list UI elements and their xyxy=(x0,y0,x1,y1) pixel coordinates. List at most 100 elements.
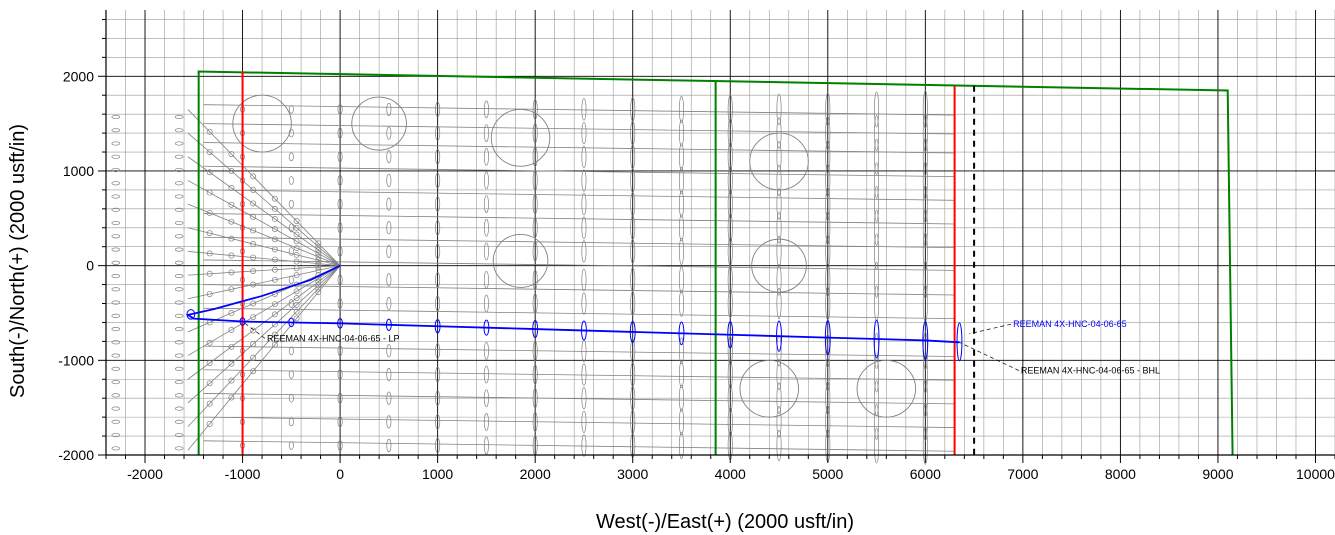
uncertainty-ellipse xyxy=(174,287,184,292)
uncertainty-ellipse xyxy=(174,406,184,411)
annotation-leader xyxy=(959,342,1020,371)
uncertainty-ellipse xyxy=(581,216,587,239)
axes: -2000 -1000 0 1000 2000 3000 4000 5000 6000 7000 8… xyxy=(58,10,1335,482)
uncertainty-ellipse xyxy=(727,265,733,295)
uncertainty-ellipse xyxy=(337,440,343,451)
large-uncertainty-circle xyxy=(351,96,407,151)
uncertainty-ellipse xyxy=(874,285,880,322)
uncertainty-ellipse xyxy=(727,118,733,148)
uncertainty-ellipse xyxy=(678,337,684,365)
survey-marker xyxy=(315,267,322,274)
uncertainty-ellipse xyxy=(111,340,121,345)
uncertainty-ellipse xyxy=(874,162,880,199)
survey-marker xyxy=(250,173,257,180)
uncertainty-ellipse xyxy=(337,345,343,357)
uncertainty-ellipse xyxy=(288,370,294,379)
offset-well-lateral xyxy=(203,189,955,201)
survey-marker xyxy=(293,315,300,322)
uncertainty-ellipse xyxy=(174,167,184,173)
survey-marker xyxy=(228,201,235,208)
subject-well-ellipse xyxy=(956,322,963,362)
subject-well-ellipse xyxy=(483,319,490,336)
uncertainty-ellipse xyxy=(483,124,489,142)
survey-marker xyxy=(271,331,278,338)
y-axis-label: South(-)/North(+) (2000 usft/in) xyxy=(7,124,29,398)
offset-well-path xyxy=(187,265,341,404)
annotation-leader xyxy=(969,323,1012,335)
survey-marker xyxy=(315,264,322,270)
uncertainty-ellipse xyxy=(825,116,831,150)
uncertainty-ellipse xyxy=(483,341,489,360)
y-tick-label: 2000 xyxy=(63,68,94,84)
uncertainty-ellipse xyxy=(922,161,928,200)
survey-marker xyxy=(315,240,322,247)
uncertainty-ellipse xyxy=(581,169,587,192)
survey-marker xyxy=(228,360,235,367)
uncertainty-ellipse xyxy=(825,405,831,439)
uncertainty-ellipse xyxy=(581,98,587,121)
survey-marker xyxy=(271,236,278,243)
offset-well-path xyxy=(187,180,341,266)
uncertainty-ellipse xyxy=(174,154,184,159)
x-tick-label: 5000 xyxy=(812,466,843,482)
uncertainty-ellipse xyxy=(111,327,121,332)
uncertainty-ellipse xyxy=(288,393,294,403)
uncertainty-ellipse xyxy=(386,126,392,140)
uncertainty-ellipse xyxy=(825,357,831,392)
survey-marker xyxy=(206,270,213,277)
uncertainty-ellipse xyxy=(288,199,294,209)
subject-well-ellipse xyxy=(532,320,539,339)
uncertainty-ellipse xyxy=(874,91,880,128)
survey-marker xyxy=(250,314,257,320)
uncertainty-ellipse xyxy=(174,247,184,252)
subject-well-ellipse xyxy=(873,319,880,359)
uncertainty-ellipse xyxy=(337,151,343,163)
survey-marker xyxy=(228,168,235,174)
uncertainty-ellipse xyxy=(174,393,184,398)
uncertainty-ellipse xyxy=(581,410,587,434)
uncertainty-ellipse xyxy=(483,436,489,455)
uncertainty-ellipse xyxy=(174,220,184,226)
uncertainty-ellipse xyxy=(776,406,782,438)
survey-marker xyxy=(315,282,322,289)
uncertainty-ellipse xyxy=(678,408,684,436)
offset-well-path xyxy=(187,265,341,427)
uncertainty-ellipse xyxy=(111,433,121,438)
uncertainty-ellipse xyxy=(111,260,121,265)
subject-well-ellipse xyxy=(385,318,392,331)
offset-well-path xyxy=(187,251,341,267)
survey-marker xyxy=(271,205,278,212)
uncertainty-ellipse xyxy=(435,172,441,189)
uncertainty-ellipse xyxy=(111,114,121,120)
survey-marker xyxy=(250,354,257,361)
survey-marker xyxy=(206,149,213,155)
offset-well-path xyxy=(187,265,341,276)
survey-marker xyxy=(315,260,322,267)
uncertainty-ellipse xyxy=(483,147,489,166)
survey-marker xyxy=(293,231,300,238)
y-tick-label: 1000 xyxy=(63,163,94,179)
uncertainty-ellipse xyxy=(678,143,684,171)
survey-marker xyxy=(206,339,213,346)
survey-marker xyxy=(271,311,278,318)
uncertainty-ellipse xyxy=(874,186,880,223)
uncertainty-ellipse xyxy=(630,291,636,316)
survey-marker xyxy=(271,216,278,222)
uncertainty-ellipse xyxy=(174,433,184,438)
uncertainty-ellipse xyxy=(288,417,294,427)
uncertainty-ellipse xyxy=(483,270,489,289)
uncertainty-ellipse xyxy=(922,113,928,153)
survey-marker xyxy=(206,360,213,366)
offset-well-lateral xyxy=(203,123,955,135)
uncertainty-ellipse xyxy=(630,239,636,264)
uncertainty-ellipse xyxy=(922,90,928,129)
uncertainty-ellipse xyxy=(174,446,184,451)
uncertainty-ellipse xyxy=(922,402,928,441)
uncertainty-ellipse xyxy=(825,187,831,221)
survey-marker xyxy=(315,250,322,257)
uncertainty-ellipse xyxy=(386,173,392,188)
uncertainty-ellipse xyxy=(874,261,880,298)
uncertainty-ellipse xyxy=(776,188,782,220)
survey-marker xyxy=(250,268,257,274)
